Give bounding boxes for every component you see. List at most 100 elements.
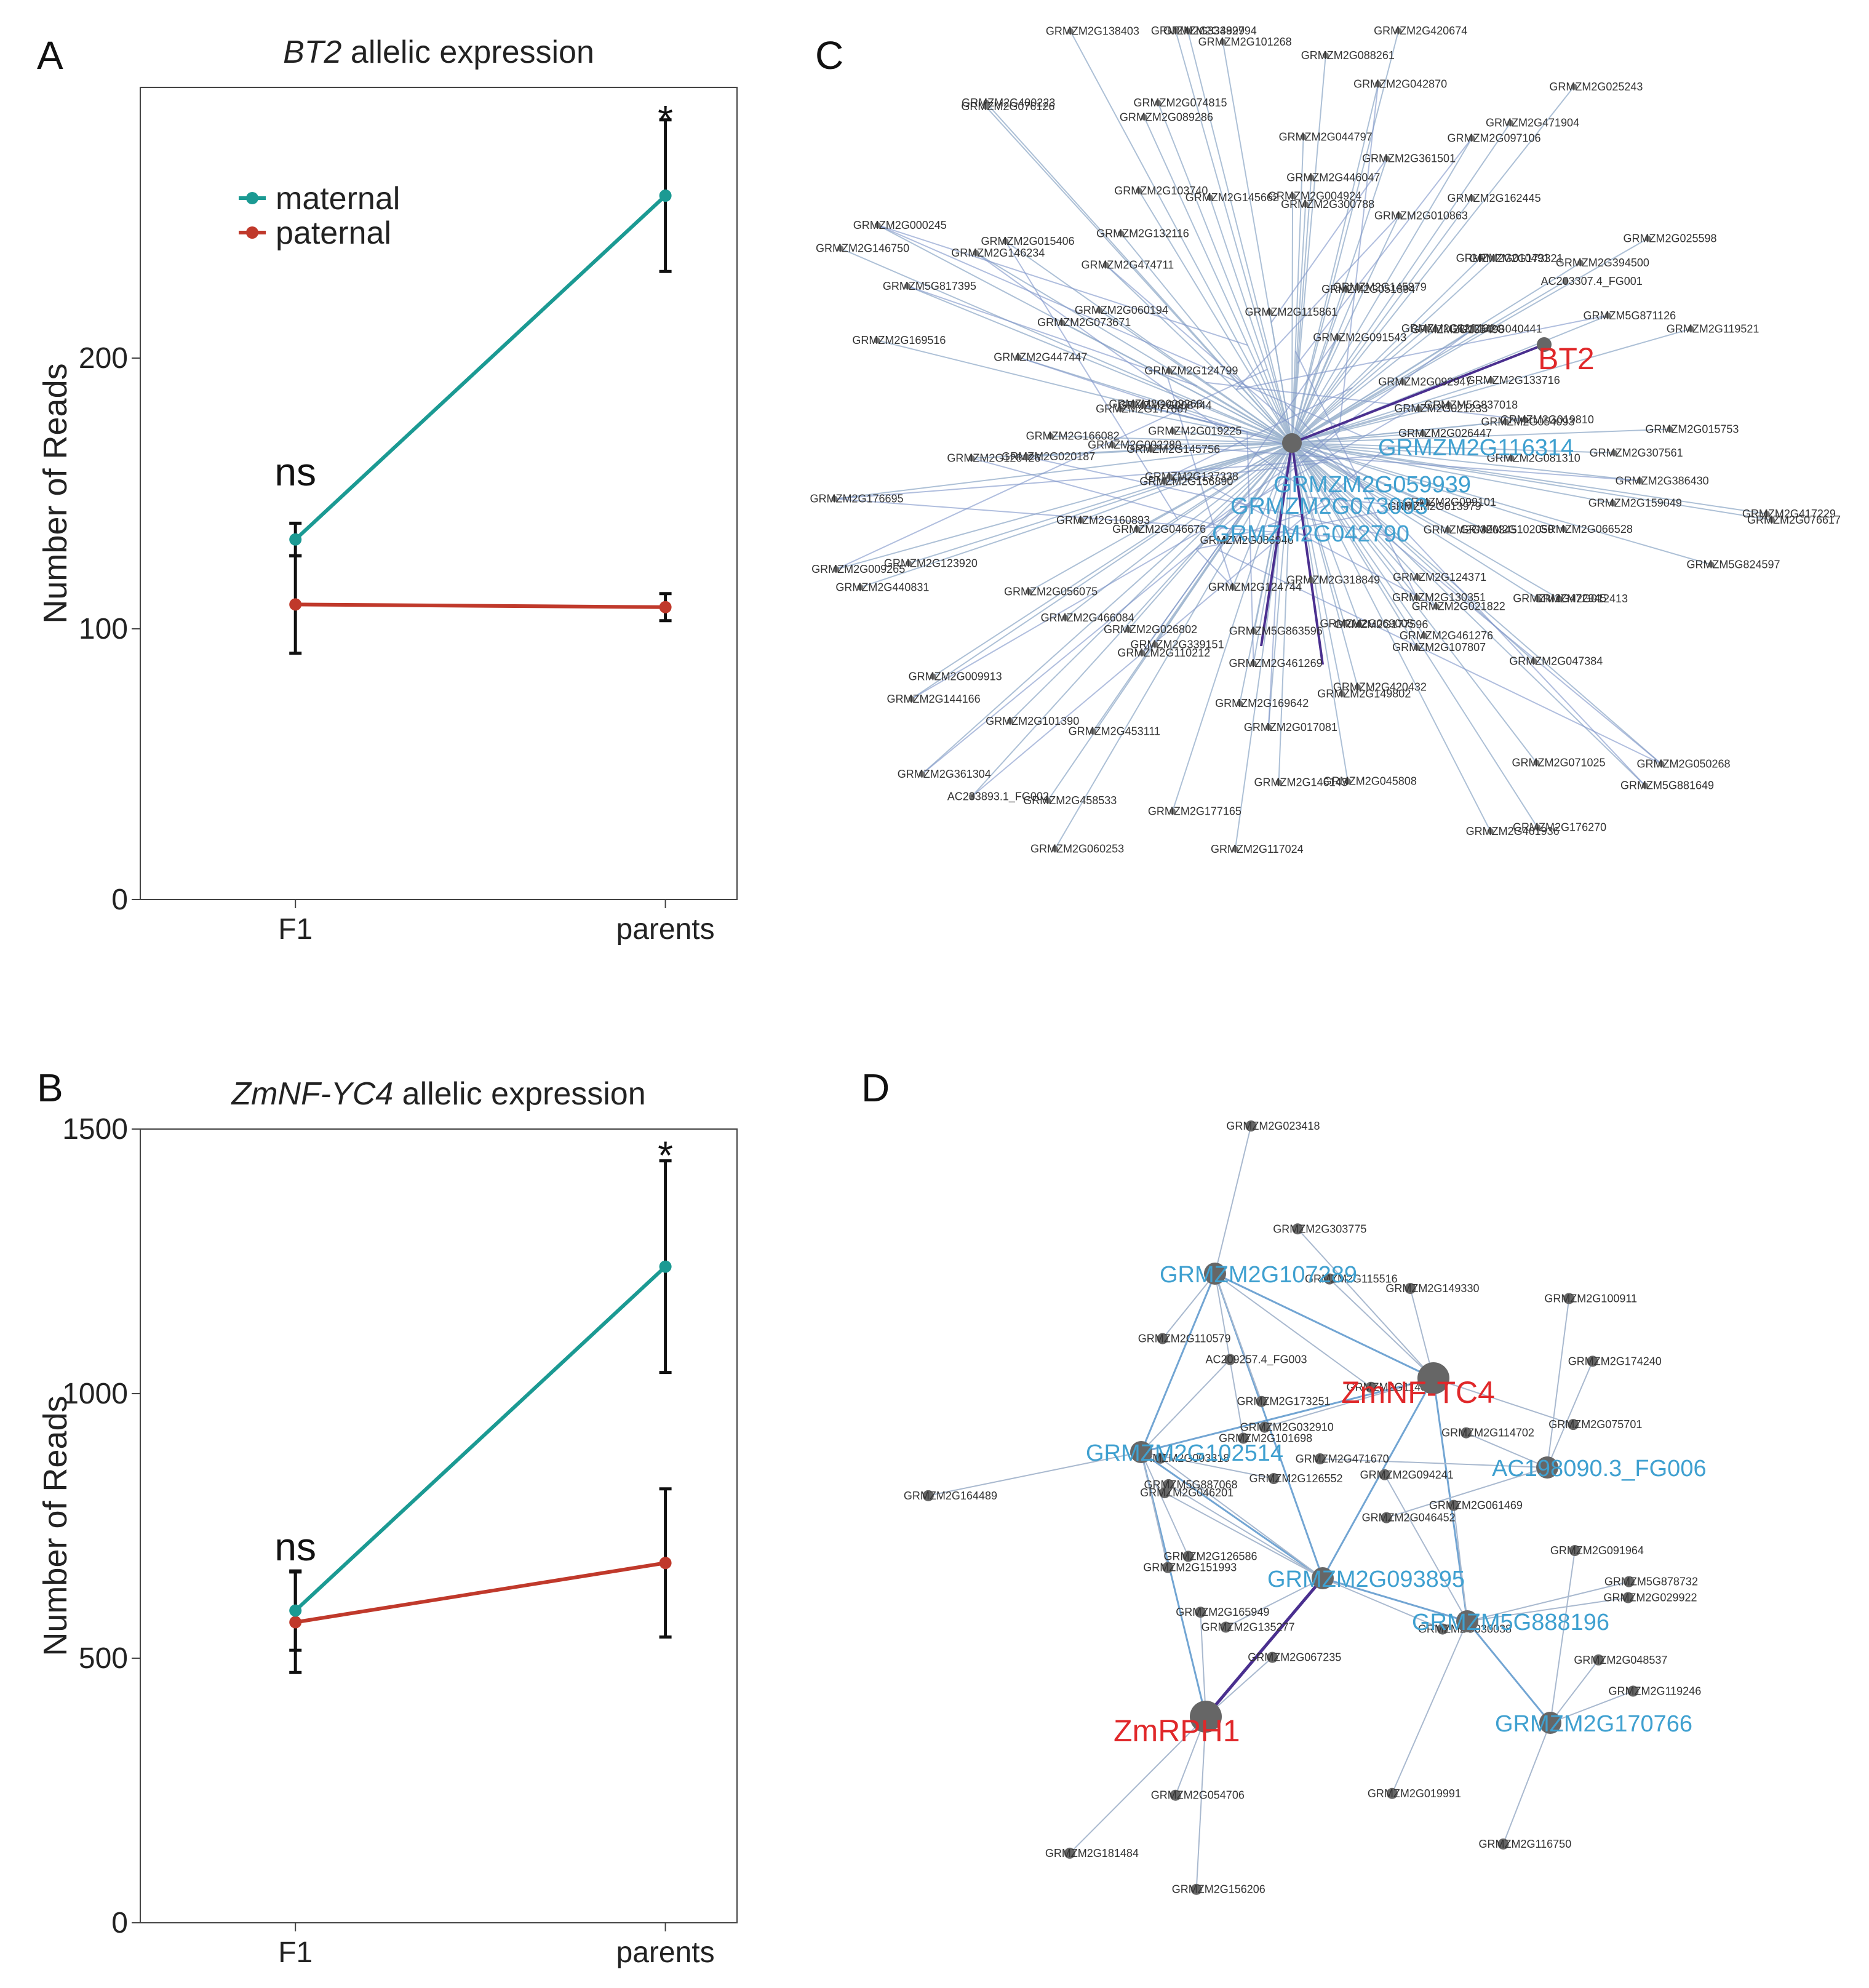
network-node <box>1141 114 1147 121</box>
network-node <box>1365 1381 1377 1393</box>
network-node <box>1409 503 1416 509</box>
network-node-label: GRMZM2G146234 <box>951 247 1045 259</box>
network-edge <box>1218 549 1662 765</box>
network-edge <box>1213 487 1437 607</box>
chart-title: ZmNF-YC4 allelic expression <box>230 1076 645 1112</box>
network-node-label: GRMZM2G029922 <box>1603 1592 1697 1604</box>
network-node-label: GRMZM2G130351 <box>1392 591 1486 604</box>
network-edge <box>1236 314 1608 391</box>
network-node-label: GRMZM2G025243 <box>1549 81 1643 93</box>
network-node <box>1148 446 1155 453</box>
network-node <box>968 455 975 461</box>
network-hub-node <box>1417 1362 1449 1394</box>
network-edge <box>1465 1432 1548 1468</box>
network-node <box>1413 594 1420 601</box>
network-node-label: GRMZM2G009913 <box>909 670 1002 682</box>
network-module-node <box>1536 1456 1558 1479</box>
network-node <box>1023 453 1030 460</box>
network-node-label: GRMZM2G117024 <box>1211 843 1304 855</box>
network-node-label: GRMZM2G073671 <box>1037 316 1131 329</box>
network-node <box>1421 632 1427 639</box>
network-node <box>1157 1333 1168 1344</box>
network-node <box>1334 334 1341 341</box>
network-node <box>1172 28 1179 34</box>
network-edge <box>1136 442 1293 530</box>
network-node-label: GRMZM2G021822 <box>1412 601 1505 613</box>
network-node <box>1562 277 1569 284</box>
network-node-label: GRMZM2G107807 <box>1392 641 1486 653</box>
network-edge-strong <box>1291 343 1545 444</box>
network-node <box>1224 1354 1236 1365</box>
network-node-label: GRMZM5G887068 <box>1144 1479 1237 1491</box>
network-node-label: GRMZM2G089286 <box>1120 111 1213 123</box>
network-node <box>1229 583 1236 590</box>
network-node <box>1045 797 1051 804</box>
network-node-label: GRMZM5G881649 <box>1620 780 1714 792</box>
network-hub-node <box>1190 1701 1222 1733</box>
network-node-label: GRMZM2G466084 <box>1041 612 1134 624</box>
network-node-label: GRMZM2G002280 <box>1088 439 1181 451</box>
network-node-label: GRMZM2G177596 <box>1334 618 1428 631</box>
network-node-label: GRMZM2G050268 <box>1636 757 1730 770</box>
network-node <box>1384 155 1390 162</box>
network-node-label: GRMZM2G074815 <box>1133 97 1227 109</box>
network-node <box>1354 284 1361 290</box>
network-node-label: GRMZM2G146750 <box>816 242 909 255</box>
chart-b: ZmNF-YC4 allelic expression 0 500 1000 1500 F… <box>37 1076 738 1969</box>
network-node <box>1688 325 1694 332</box>
network-node-label: GRMZM2G097106 <box>1447 132 1540 144</box>
network-edge <box>1291 442 1343 694</box>
network-node <box>1238 1432 1249 1444</box>
network-node-label: GRMZM2G135498 <box>1411 323 1504 335</box>
network-node <box>1064 1847 1075 1859</box>
network-module-label: GRMZM2G042790 <box>1212 521 1409 547</box>
x-tick-label: parents <box>616 913 715 946</box>
network-edge <box>1291 158 1387 444</box>
network-node <box>1090 728 1096 735</box>
network-node <box>1763 511 1770 517</box>
network-node <box>1481 526 1488 533</box>
network-node-label: GRMZM2G149330 <box>1385 1282 1479 1295</box>
network-node-label: GRMZM2G003318 <box>1136 1452 1229 1464</box>
network-edge <box>1291 442 1349 781</box>
network-node-label: GRMZM2G092947 <box>1378 375 1472 388</box>
network-node-label: GRMZM2G461269 <box>1229 657 1323 669</box>
network-node-label: GRMZM2G471670 <box>1296 1453 1389 1465</box>
network-node <box>1155 100 1162 106</box>
network-node-label: GRMZM2G060253 <box>1030 843 1124 855</box>
network-node <box>1468 135 1475 142</box>
network-node-label: GRMZM2G115861 <box>1245 306 1337 318</box>
network-edge <box>1291 204 1307 444</box>
network-node <box>1354 684 1361 690</box>
network-node-label: GRMZM2G159049 <box>1588 497 1682 509</box>
network-node-label: GRMZM2G145756 <box>1126 443 1220 455</box>
network-edge <box>1200 1612 1206 1717</box>
network-edge <box>1291 442 1437 607</box>
network-node <box>1300 134 1307 140</box>
network-node <box>1078 517 1085 524</box>
network-edge <box>1547 1298 1570 1468</box>
network-node <box>919 771 925 778</box>
data-point-maternal <box>289 533 302 546</box>
network-node-label: GRMZM2G300788 <box>1281 198 1374 210</box>
network-node <box>1611 449 1617 456</box>
network-edge-strong <box>1260 442 1293 647</box>
network-node-label: GRMZM2G040441 <box>1449 323 1542 335</box>
network-edge <box>1291 257 1481 444</box>
network-node-label: GRMZM2G010491 <box>1456 252 1550 264</box>
network-node-label: GRMZM2G044797 <box>1279 130 1373 143</box>
network-node-label: GRMZM2G015406 <box>981 235 1074 247</box>
network-node-label: GRMZM2G051894 <box>1321 283 1415 295</box>
network-node <box>1416 405 1422 412</box>
network-edge <box>1141 505 1248 653</box>
network-node <box>1308 174 1315 181</box>
network-node <box>1627 1685 1639 1697</box>
network-node <box>1534 824 1541 831</box>
network-edge <box>1291 86 1575 444</box>
network-edge <box>1322 1578 1443 1630</box>
network-node-label: GRMZM2G091964 <box>1550 1544 1644 1557</box>
network-edge <box>1246 431 1254 664</box>
network-node-label: GRMZM2G166082 <box>1026 430 1120 442</box>
network-node <box>1323 1273 1335 1285</box>
network-node-label: GRMZM2G032910 <box>1240 1421 1334 1434</box>
